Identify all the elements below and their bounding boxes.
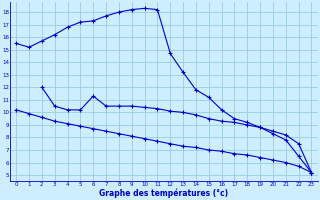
X-axis label: Graphe des températures (°c): Graphe des températures (°c) bbox=[99, 188, 228, 198]
